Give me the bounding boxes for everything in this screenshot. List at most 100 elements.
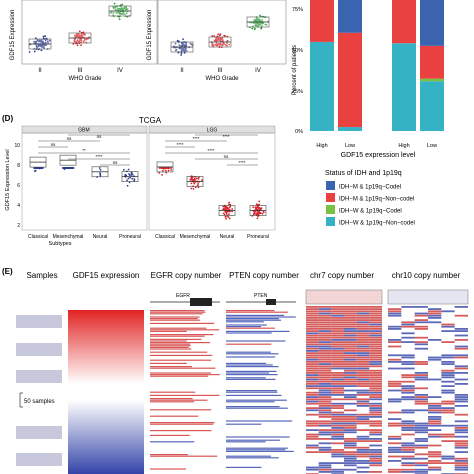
legend-swatch-0	[326, 181, 335, 190]
chr10-cn-cell	[428, 429, 442, 431]
chr7-cn-cell	[344, 339, 357, 341]
chr10-cn-cell	[401, 325, 415, 328]
panel-d-xtick-gbm-classical: Classical	[28, 234, 48, 240]
chr10-cn-cell	[441, 374, 455, 376]
chr7-cn-cell	[369, 398, 382, 401]
panel-a-point	[44, 41, 47, 44]
panel-d-point	[224, 216, 227, 218]
chr7-cn-cell	[318, 308, 332, 310]
chr10-cn-cell	[441, 356, 455, 359]
chr7-cn-cell	[331, 365, 344, 368]
chr7-cn-cell	[318, 402, 332, 405]
panel-d-point	[122, 168, 125, 171]
panel-b-point	[213, 39, 216, 42]
chr7-cn-cell	[331, 411, 344, 414]
panel-d-point	[99, 174, 102, 177]
sig-brackets-gbm	[38, 134, 130, 166]
chr7-cn-cell	[306, 308, 319, 310]
chr7-cn-cell	[369, 413, 382, 416]
chr10-cn-cell	[414, 314, 428, 317]
sig-label-4: ns	[113, 160, 119, 165]
panel-b-point	[253, 19, 256, 21]
legend-title: Status of IDH and 1p19q	[325, 170, 402, 177]
chr10-cn-cell	[428, 310, 442, 313]
chr7-cn-cell	[356, 413, 370, 416]
chr10-cn-cell	[428, 356, 442, 359]
chr7-cn-cell	[356, 363, 370, 365]
panel-d-point	[99, 168, 102, 171]
chr10-cn-cell	[401, 391, 415, 394]
chr10-cn-cell	[454, 372, 468, 374]
panel-d-point	[257, 212, 259, 215]
chr7-cn-cell	[344, 396, 357, 398]
chr7-cn-cell	[318, 312, 332, 315]
chr7-cn-cell	[369, 460, 382, 462]
chr7-cn-cell	[356, 385, 370, 387]
panel-a-point	[39, 39, 42, 42]
panel-a-point	[80, 35, 83, 38]
panel-a-point	[82, 40, 85, 43]
panel-a-point	[76, 44, 79, 47]
chr7-cn-cell	[356, 376, 370, 379]
chr10-cn-cell	[428, 444, 442, 447]
pten-cn-cell	[226, 407, 288, 409]
chr7-cn-cell	[344, 372, 357, 374]
egfr-cn-cell	[150, 454, 189, 456]
chr10-cn-cell	[388, 312, 402, 315]
pten-cn-cell	[226, 391, 278, 393]
panel-a-point	[76, 39, 79, 42]
panel-a-point	[80, 44, 82, 47]
panel-c: Percent of patients 0% 25% 50% 75% High …	[292, 0, 444, 227]
legend-swatch-1	[326, 193, 335, 202]
chr7-cn-cell	[369, 306, 382, 308]
panel-b-ylabel: GDF15 Expression	[147, 10, 153, 61]
sig-label-0: ns	[67, 136, 73, 141]
panel-b-point	[213, 35, 216, 37]
chr7-cn-cell	[369, 354, 382, 357]
chr10-cn-cell	[388, 380, 402, 383]
chr7-cn-cell	[369, 314, 382, 317]
chr7-cn-cell	[344, 394, 357, 396]
pten-cn-cell	[226, 321, 264, 323]
chr7-cn-cell	[331, 433, 344, 436]
panel-e: (E) Samples GDF15 expression EGFR copy n…	[2, 267, 469, 474]
pten-cn-cell	[226, 401, 275, 403]
panel-d-point	[70, 167, 73, 169]
chr10-cn-cell	[401, 422, 415, 425]
chr10-cn-cell	[414, 343, 428, 346]
chr7-cn-cell	[356, 365, 370, 368]
panel-d-point	[255, 207, 257, 210]
panel-a-point	[118, 18, 121, 21]
chr7-cn-cell	[369, 387, 382, 390]
panel-d-point	[260, 207, 263, 210]
chr7-cn-cell	[331, 312, 344, 315]
chr10-cn-cell	[441, 424, 455, 427]
panel-a-point	[124, 9, 127, 11]
panel-a-point	[48, 39, 51, 42]
chr7-cn-cell	[369, 352, 382, 354]
chr7-cn-cell	[318, 446, 332, 449]
panel-a-xtick-iv: IV	[117, 68, 123, 74]
egfr-cn-cell	[150, 409, 212, 411]
chr7-cn-cell	[306, 374, 319, 376]
chr10-cn-cell	[441, 455, 455, 458]
panel-b-point	[184, 43, 187, 46]
chr10-cn-cell	[414, 446, 428, 449]
chr7-cn-cell	[331, 306, 344, 308]
chr7-cn-cell	[356, 345, 370, 348]
panel-b-point	[264, 23, 267, 26]
panel-a-point	[82, 33, 85, 35]
chr7-cn-cell	[356, 440, 370, 442]
chr7-cn-cell	[369, 328, 382, 330]
chr7-cn-cell	[369, 411, 382, 414]
chr7-cn-cell	[344, 312, 357, 315]
panel-d-point	[222, 212, 225, 215]
chr10-cn-cell	[441, 440, 455, 442]
chr7-cn-cell	[318, 319, 332, 321]
chr10-cn-cell	[414, 328, 428, 330]
chr7-cn-cell	[318, 310, 332, 313]
chr7-cn-cell	[318, 365, 332, 368]
chr7-cn-cell	[331, 387, 344, 390]
chr10-cn-cell	[454, 464, 468, 467]
chr10-cn-cell	[441, 385, 455, 387]
